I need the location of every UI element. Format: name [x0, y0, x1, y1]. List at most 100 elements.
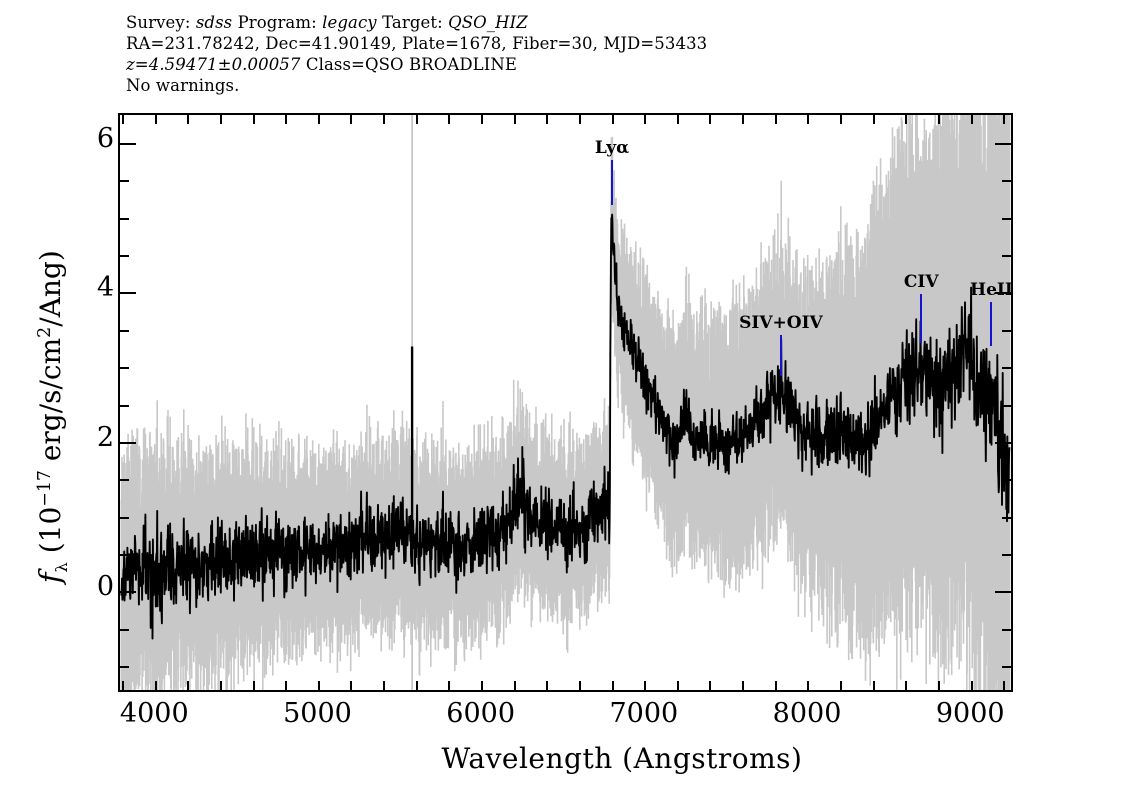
y-minor-tick-right [1002, 255, 1011, 258]
y-minor-tick [120, 180, 129, 183]
x-minor-tick-top [285, 115, 288, 124]
y-minor-tick [120, 404, 129, 407]
y-minor-tick-right [1002, 665, 1011, 668]
x-minor-tick-top [546, 115, 549, 124]
x-minor-tick-top [709, 115, 712, 124]
y-major-tick-right [995, 441, 1011, 444]
y-major-tick [120, 292, 136, 295]
y-minor-tick [120, 553, 129, 556]
y-minor-tick [120, 479, 129, 482]
x-minor-tick [578, 681, 581, 690]
y-tick-label: 0 [96, 571, 114, 603]
y-minor-tick [120, 217, 129, 220]
y-minor-tick-right [1002, 180, 1011, 183]
y-minor-tick [120, 665, 129, 668]
x-minor-tick [937, 681, 940, 690]
x-minor-tick [644, 681, 647, 690]
y-major-tick [120, 441, 136, 444]
emission-line-tick [990, 301, 993, 347]
x-tick-label: 4000 [119, 698, 189, 729]
header-line-coords: RA=231.78242, Dec=41.90149, Plate=1678, … [126, 34, 708, 53]
flux-curve [120, 213, 1011, 640]
emission-line-label: Lyα [594, 137, 630, 158]
x-minor-tick-top [317, 115, 320, 124]
x-minor-tick-top [154, 115, 157, 124]
x-minor-tick [611, 681, 614, 690]
y-tick-label: 2 [96, 421, 114, 453]
x-minor-tick [546, 681, 549, 690]
y-minor-tick [120, 516, 129, 519]
x-minor-tick-top [742, 115, 745, 124]
y-major-tick [120, 143, 136, 146]
y-minor-tick-right [1002, 329, 1011, 332]
y-axis-title: fλ (10−17 erg/s/cm2/Ang) [33, 107, 71, 727]
x-minor-tick [513, 681, 516, 690]
x-minor-tick-top [970, 115, 973, 124]
x-minor-tick-top [644, 115, 647, 124]
x-minor-tick [448, 681, 451, 690]
header-line-redshift: z=4.59471±0.00057 Class=QSO BROADLINE [126, 55, 518, 74]
x-minor-tick-top [774, 115, 777, 124]
y-minor-tick [120, 628, 129, 631]
x-minor-tick [807, 681, 810, 690]
y-major-tick-right [995, 292, 1011, 295]
x-minor-tick [970, 681, 973, 690]
x-minor-tick-top [350, 115, 353, 124]
x-tick-label: 5000 [283, 698, 352, 729]
x-minor-tick [285, 681, 288, 690]
x-minor-tick-top [807, 115, 810, 124]
y-minor-tick [120, 367, 129, 370]
x-minor-tick [415, 681, 418, 690]
x-minor-tick [742, 681, 745, 690]
emission-line-tick [611, 159, 613, 205]
x-minor-tick-top [122, 115, 124, 124]
y-minor-tick [120, 255, 129, 258]
x-minor-tick-top [219, 115, 222, 124]
y-tick-label: 6 [96, 123, 114, 155]
header-line-warnings: No warnings. [126, 76, 240, 95]
x-tick-label: 6000 [446, 698, 515, 729]
x-tick-label: 8000 [772, 698, 842, 729]
y-axis-squared: 2 [34, 326, 55, 338]
x-minor-tick [676, 681, 679, 690]
header-info-block: Survey: sdss Program: legacy Target: QSO… [126, 12, 1026, 96]
plot-canvas: Lyα SIV+OIV CIV HeII [120, 115, 1011, 690]
x-axis-title-text: Wavelength (Angstroms) [441, 742, 803, 775]
emission-line-label: HeII [970, 279, 1011, 300]
emission-line-label: CIV [903, 272, 939, 293]
x-minor-tick-top [905, 115, 908, 124]
x-minor-tick-top [252, 115, 255, 124]
x-minor-tick-top [611, 115, 614, 124]
y-minor-tick-right [1002, 404, 1011, 407]
x-minor-tick [481, 681, 483, 690]
x-minor-tick [383, 681, 386, 690]
x-minor-tick-top [415, 115, 418, 124]
y-tick-label: 4 [96, 272, 114, 304]
x-minor-tick [252, 681, 255, 690]
x-minor-tick [154, 681, 157, 690]
x-tick-label: 7000 [609, 698, 679, 729]
x-minor-tick [1003, 681, 1006, 690]
x-minor-tick-top [383, 115, 386, 124]
y-minor-tick-right [1002, 367, 1011, 370]
x-minor-tick [872, 681, 875, 690]
x-minor-tick [840, 681, 843, 690]
x-minor-tick [317, 681, 320, 690]
x-minor-tick [774, 681, 777, 690]
x-minor-tick [187, 681, 190, 690]
spectrum-plot [120, 115, 1011, 690]
emission-line-tick [920, 294, 923, 343]
plot-frame: Lyα SIV+OIV CIV HeII [118, 113, 1013, 692]
y-axis-open: (10 [34, 506, 68, 563]
x-minor-tick-top [937, 115, 940, 124]
x-minor-tick [219, 681, 222, 690]
x-minor-tick-top [578, 115, 581, 124]
y-minor-tick [120, 329, 129, 332]
x-axis-title: Wavelength (Angstroms) [0, 742, 1134, 775]
y-axis-exponent: −17 [34, 470, 55, 507]
y-minor-tick-right [1002, 217, 1011, 220]
y-minor-tick-right [1002, 553, 1011, 556]
x-minor-tick-top [513, 115, 516, 124]
x-minor-tick [350, 681, 353, 690]
